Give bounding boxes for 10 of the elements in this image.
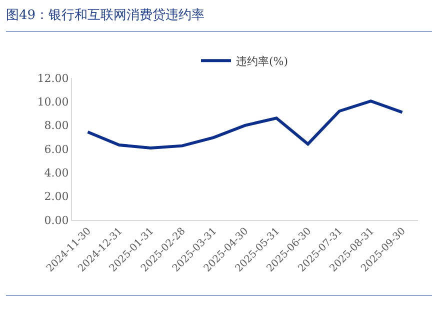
y-tick-label: 4.00	[44, 166, 69, 180]
line-series	[86, 100, 404, 150]
chart-title: 图49：银行和互联网消费贷违约率	[6, 7, 205, 24]
y-tick-label: 6.00	[44, 142, 69, 156]
y-tick-label: 10.00	[37, 96, 69, 109]
y-tick-label: 12.00	[37, 72, 69, 85]
y-tick-label: 8.00	[44, 119, 69, 132]
y-tick-label: 2.00	[44, 190, 69, 204]
y-tick-label: 0.00	[44, 214, 69, 227]
legend-label: 违约率(%)	[236, 54, 288, 68]
